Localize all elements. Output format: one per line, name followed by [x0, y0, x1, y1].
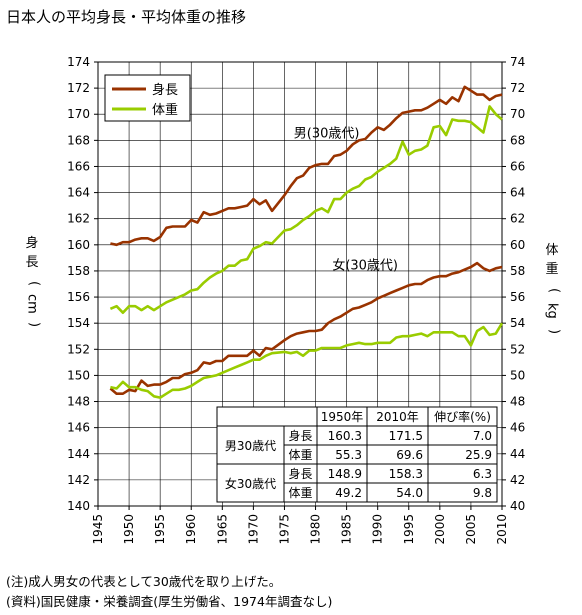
y-tick-label-left: 142	[67, 473, 90, 487]
x-tick-label: 2000	[433, 514, 447, 545]
y-axis-title-char: 重	[545, 262, 559, 277]
y-tick-label-left: 162	[67, 212, 90, 226]
legend-label-weight: 体重	[152, 102, 178, 118]
y-tick-label-left: 150	[67, 368, 90, 382]
x-tick-label: 1980	[309, 514, 323, 545]
table-cell-1950: 160.3	[328, 429, 362, 443]
y-tick-label-right: 54	[510, 316, 525, 330]
y-axis-title-char: 長	[25, 255, 39, 270]
data-table	[216, 406, 498, 503]
table-cell-1950: 55.3	[335, 448, 362, 462]
y-tick-label-right: 48	[510, 395, 525, 409]
series-line-female-height	[109, 261, 503, 396]
x-tick-label: 2010	[495, 514, 509, 545]
x-tick-label: 1995	[402, 514, 416, 545]
y-tick-label-right: 74	[510, 55, 525, 69]
y-axis-title-char: 身	[25, 236, 39, 251]
y-tick-label-right: 44	[510, 447, 525, 461]
y-tick-label-left: 170	[67, 107, 90, 121]
table-cell-1950: 148.9	[328, 467, 362, 481]
y-tick-label-right: 62	[510, 212, 525, 226]
table-cell-2010: 69.6	[396, 448, 423, 462]
y-tick-label-right: 52	[510, 342, 525, 356]
y-tick-label-right: 58	[510, 264, 525, 278]
series-annotation-male: 男(30歳代)	[294, 127, 360, 142]
table-cell-rate: 25.9	[465, 448, 492, 462]
x-tick-label: 1960	[184, 514, 198, 545]
y-tick-label-left: 144	[67, 447, 90, 461]
x-tick-label: 2005	[464, 514, 478, 545]
y-tick-label-right: 50	[510, 368, 525, 382]
legend	[104, 74, 191, 122]
y-tick-label-left: 140	[67, 499, 90, 513]
y-tick-label-left: 172	[67, 81, 90, 95]
y-tick-label-left: 164	[67, 186, 90, 200]
footnote-source: (資料)国民健康・栄養調査(厚生労働省、1974年調査なし)	[6, 594, 333, 609]
y-tick-label-left: 154	[67, 316, 90, 330]
table-item-label: 体重	[288, 448, 312, 462]
y-axis-title-right: 体重(kg)	[544, 243, 562, 341]
y-axis-title-char: 体	[545, 243, 559, 258]
y-tick-label-left: 148	[67, 395, 90, 409]
y-tick-label-left: 168	[67, 133, 90, 147]
table-cell-rate: 6.3	[473, 467, 492, 481]
y-tick-label-right: 56	[510, 290, 525, 304]
table-group-label: 男30歳代	[225, 439, 276, 453]
x-tick-label: 1945	[91, 514, 105, 545]
y-tick-label-right: 66	[510, 159, 525, 173]
series-line-female-weight	[110, 322, 504, 399]
y-tick-label-right: 42	[510, 473, 525, 487]
y-tick-label-left: 160	[67, 238, 90, 252]
y-axis-title-char: cm	[24, 294, 40, 314]
x-tick-label: 1950	[122, 514, 136, 545]
table-cell-2010: 54.0	[396, 486, 423, 500]
table-header-cell: 1950年	[321, 410, 364, 424]
series-line-male-height	[110, 85, 503, 247]
y-tick-label-left: 158	[67, 264, 90, 278]
table-group-label: 女30歳代	[225, 476, 276, 491]
page-title: 日本人の平均身長・平均体重の推移	[6, 8, 247, 26]
y-tick-label-left: 152	[67, 342, 90, 356]
y-tick-label-right: 64	[510, 186, 525, 200]
table-cell-2010: 158.3	[389, 467, 423, 481]
y-axis-title-left: 身長(cm)	[24, 236, 42, 334]
y-tick-label-right: 60	[510, 238, 525, 252]
y-axis-title-char: kg	[544, 303, 560, 319]
series-annotation-female: 女(30歳代)	[332, 258, 398, 274]
y-tick-label-left: 156	[67, 290, 90, 304]
x-tick-label: 1990	[371, 514, 385, 545]
series-line-male-weight	[109, 105, 503, 315]
table-item-label: 身長	[288, 428, 312, 443]
x-tick-label: 1985	[340, 514, 354, 545]
table-header-cell: 2010年	[376, 410, 419, 424]
table-cell-rate: 9.8	[473, 486, 492, 500]
table-cell-1950: 49.2	[335, 486, 362, 500]
table-header-cell: 伸び率(%)	[434, 409, 491, 424]
legend-label-height: 身長	[152, 82, 178, 98]
y-tick-label-left: 174	[67, 55, 90, 69]
x-tick-label: 1955	[153, 514, 167, 545]
y-tick-label-right: 40	[510, 499, 525, 513]
footnote-note: (注)成人男女の代表として30歳代を取り上げた。	[6, 574, 282, 589]
table-item-label: 体重	[288, 486, 312, 500]
x-tick-label: 1970	[246, 514, 260, 545]
x-tick-label: 1965	[215, 514, 229, 545]
y-tick-label-left: 146	[67, 421, 90, 435]
table-item-label: 身長	[288, 466, 312, 481]
y-tick-label-left: 166	[67, 159, 90, 173]
y-tick-label-right: 68	[510, 133, 525, 147]
table-cell-rate: 7.0	[473, 429, 492, 443]
x-tick-label: 1975	[277, 514, 291, 545]
y-tick-label-right: 46	[510, 421, 525, 435]
y-tick-label-right: 70	[510, 107, 525, 121]
y-tick-label-right: 72	[510, 81, 525, 95]
table-cell-2010: 171.5	[389, 429, 423, 443]
